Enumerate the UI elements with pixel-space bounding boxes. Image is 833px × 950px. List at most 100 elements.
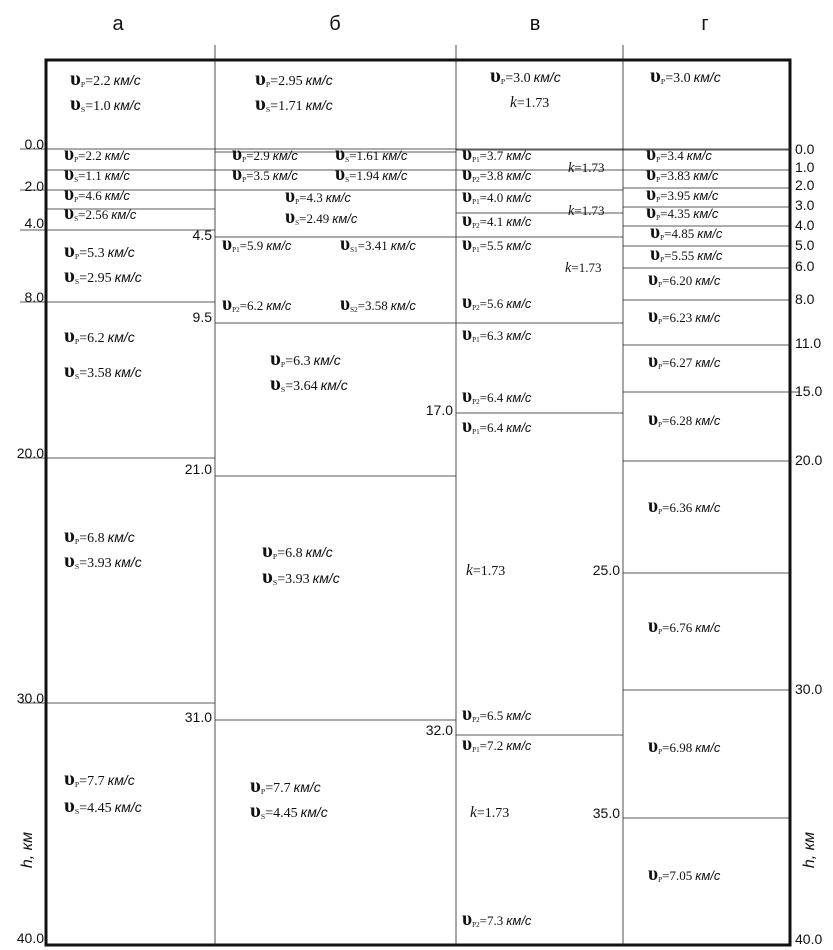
velocity-label: υP=6.28 км/с xyxy=(648,409,721,430)
velocity-value: =5.55 xyxy=(664,248,694,263)
velocity-symbol: υ xyxy=(270,346,281,370)
velocity-value: =3.95 xyxy=(660,188,690,203)
velocity-symbol: υ xyxy=(650,244,660,265)
velocity-value: =1.1 xyxy=(78,168,102,183)
depth-label: 35.0 xyxy=(593,805,620,821)
velocity-value: =2.95 xyxy=(270,74,302,89)
velocity-value: =6.2 xyxy=(240,298,264,313)
velocity-label: υP=2.95 км/с xyxy=(255,66,333,90)
velocity-label: υP=5.3 км/с xyxy=(64,238,135,262)
velocity-unit: км/с xyxy=(694,69,721,85)
velocity-symbol: υ xyxy=(64,358,75,382)
velocity-subscript: P xyxy=(660,256,664,264)
velocity-value: =4.45 xyxy=(265,806,297,821)
velocity-value: =1.94 xyxy=(349,168,380,183)
velocity-label: υS=2.95 км/с xyxy=(64,263,142,287)
velocity-unit: км/с xyxy=(111,207,137,222)
velocity-symbol: υ xyxy=(462,324,472,345)
velocity-unit: км/с xyxy=(105,188,131,203)
depth-label: 8.0 xyxy=(25,289,45,305)
velocity-subscript: P1 xyxy=(472,198,480,206)
velocity-unit: км/с xyxy=(115,269,142,285)
velocity-unit: км/с xyxy=(695,620,721,635)
velocity-label: υS2=3.58 км/с xyxy=(340,294,416,315)
velocity-value: =3.0 xyxy=(505,71,530,86)
k-value: =1.73 xyxy=(477,806,509,821)
velocity-subscript: P xyxy=(656,156,660,164)
velocity-symbol: υ xyxy=(64,548,75,572)
velocity-value: =6.4 xyxy=(480,420,504,435)
velocity-value: =6.76 xyxy=(662,620,693,635)
velocity-label: υP=6.3 км/с xyxy=(270,346,341,370)
velocity-label: υS=3.93 км/с xyxy=(262,564,340,588)
velocity-label: υS=2.56 км/с xyxy=(64,203,137,224)
velocity-subscript: P xyxy=(656,214,660,222)
velocity-value: =6.27 xyxy=(662,355,693,370)
velocity-value: =6.2 xyxy=(79,331,104,346)
velocity-unit: км/с xyxy=(115,554,142,570)
velocity-unit: км/с xyxy=(695,868,721,883)
depth-label: 40.0 xyxy=(17,930,44,946)
velocity-symbol: υ xyxy=(255,91,266,115)
velocity-symbol: υ xyxy=(648,616,658,637)
velocity-label: υP=3.0 км/с xyxy=(650,63,721,87)
velocity-subscript: P xyxy=(660,234,664,242)
velocity-subscript: S xyxy=(261,812,265,821)
velocity-label: υP2=3.8 км/с xyxy=(462,164,532,185)
depth-label: 32.0 xyxy=(426,722,453,738)
velocity-symbol: υ xyxy=(646,164,656,185)
depth-label: 3.0 xyxy=(795,197,815,213)
velocity-unit: км/с xyxy=(697,226,723,241)
depth-label: 30.0 xyxy=(795,681,822,697)
velocity-unit: км/с xyxy=(108,529,135,545)
velocity-symbol: υ xyxy=(64,323,75,347)
velocity-unit: км/с xyxy=(506,708,532,723)
velocity-label: υP2=4.1 км/с xyxy=(462,210,532,231)
velocity-label: υP1=7.2 км/с xyxy=(462,734,532,755)
velocity-subscript: P1 xyxy=(472,246,480,254)
velocity-subscript: P xyxy=(658,363,662,371)
k-symbol: k xyxy=(568,203,575,219)
velocity-value: =2.56 xyxy=(78,207,109,222)
velocity-subscript: S xyxy=(345,176,349,184)
velocity-label: υP=2.2 км/с xyxy=(70,66,141,90)
velocity-unit: км/с xyxy=(266,238,292,253)
velocity-subscript: P2 xyxy=(472,398,480,406)
velocity-value: =6.23 xyxy=(662,310,692,325)
velocity-unit: км/с xyxy=(506,148,532,163)
velocity-unit: км/с xyxy=(115,799,142,815)
velocity-unit: км/с xyxy=(314,352,341,368)
velocity-label: υS1=3.41 км/с xyxy=(340,234,416,255)
velocity-subscript: P xyxy=(295,198,299,206)
velocity-value: =4.6 xyxy=(78,188,102,203)
velocity-symbol: υ xyxy=(262,538,273,562)
velocity-unit: км/с xyxy=(695,355,721,370)
velocity-symbol: υ xyxy=(270,371,281,395)
velocity-value: =6.28 xyxy=(662,413,692,428)
k-value: =1.73 xyxy=(517,96,549,111)
velocity-unit: км/с xyxy=(105,148,131,163)
velocity-symbol: υ xyxy=(462,186,472,207)
velocity-unit: км/с xyxy=(391,298,417,313)
velocity-value: =5.3 xyxy=(79,246,104,261)
velocity-unit: км/с xyxy=(506,214,532,229)
velocity-subscript: S xyxy=(273,578,277,587)
velocity-symbol: υ xyxy=(650,222,660,243)
velocity-label: υP=3.5 км/с xyxy=(232,164,298,185)
velocity-label: υP=3.0 км/с xyxy=(490,63,561,87)
velocity-value: =3.4 xyxy=(660,148,684,163)
velocity-symbol: υ xyxy=(462,164,472,185)
velocity-symbol: υ xyxy=(70,66,81,90)
depth-label: 20.0 xyxy=(17,445,44,461)
depth-label: 2.0 xyxy=(795,177,815,193)
velocity-symbol: υ xyxy=(232,144,242,165)
velocity-unit: км/с xyxy=(273,168,299,183)
depth-label: 2.0 xyxy=(25,178,45,194)
velocity-subscript: P2 xyxy=(472,304,480,312)
velocity-unit: км/с xyxy=(693,168,719,183)
velocity-label: υS=3.58 км/с xyxy=(64,358,142,382)
depth-label: 4.0 xyxy=(795,217,815,233)
k-symbol: k xyxy=(466,562,474,579)
velocity-symbol: υ xyxy=(462,704,472,725)
velocity-label: υP2=5.6 км/с xyxy=(462,292,532,313)
